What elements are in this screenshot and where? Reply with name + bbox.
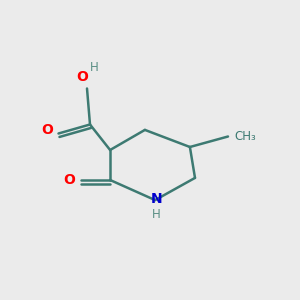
Text: O: O bbox=[41, 124, 53, 137]
Text: O: O bbox=[76, 70, 88, 84]
Text: CH₃: CH₃ bbox=[235, 130, 256, 143]
Text: O: O bbox=[64, 173, 76, 187]
Text: H: H bbox=[152, 208, 161, 221]
Text: H: H bbox=[90, 61, 99, 74]
Text: N: N bbox=[151, 192, 162, 206]
